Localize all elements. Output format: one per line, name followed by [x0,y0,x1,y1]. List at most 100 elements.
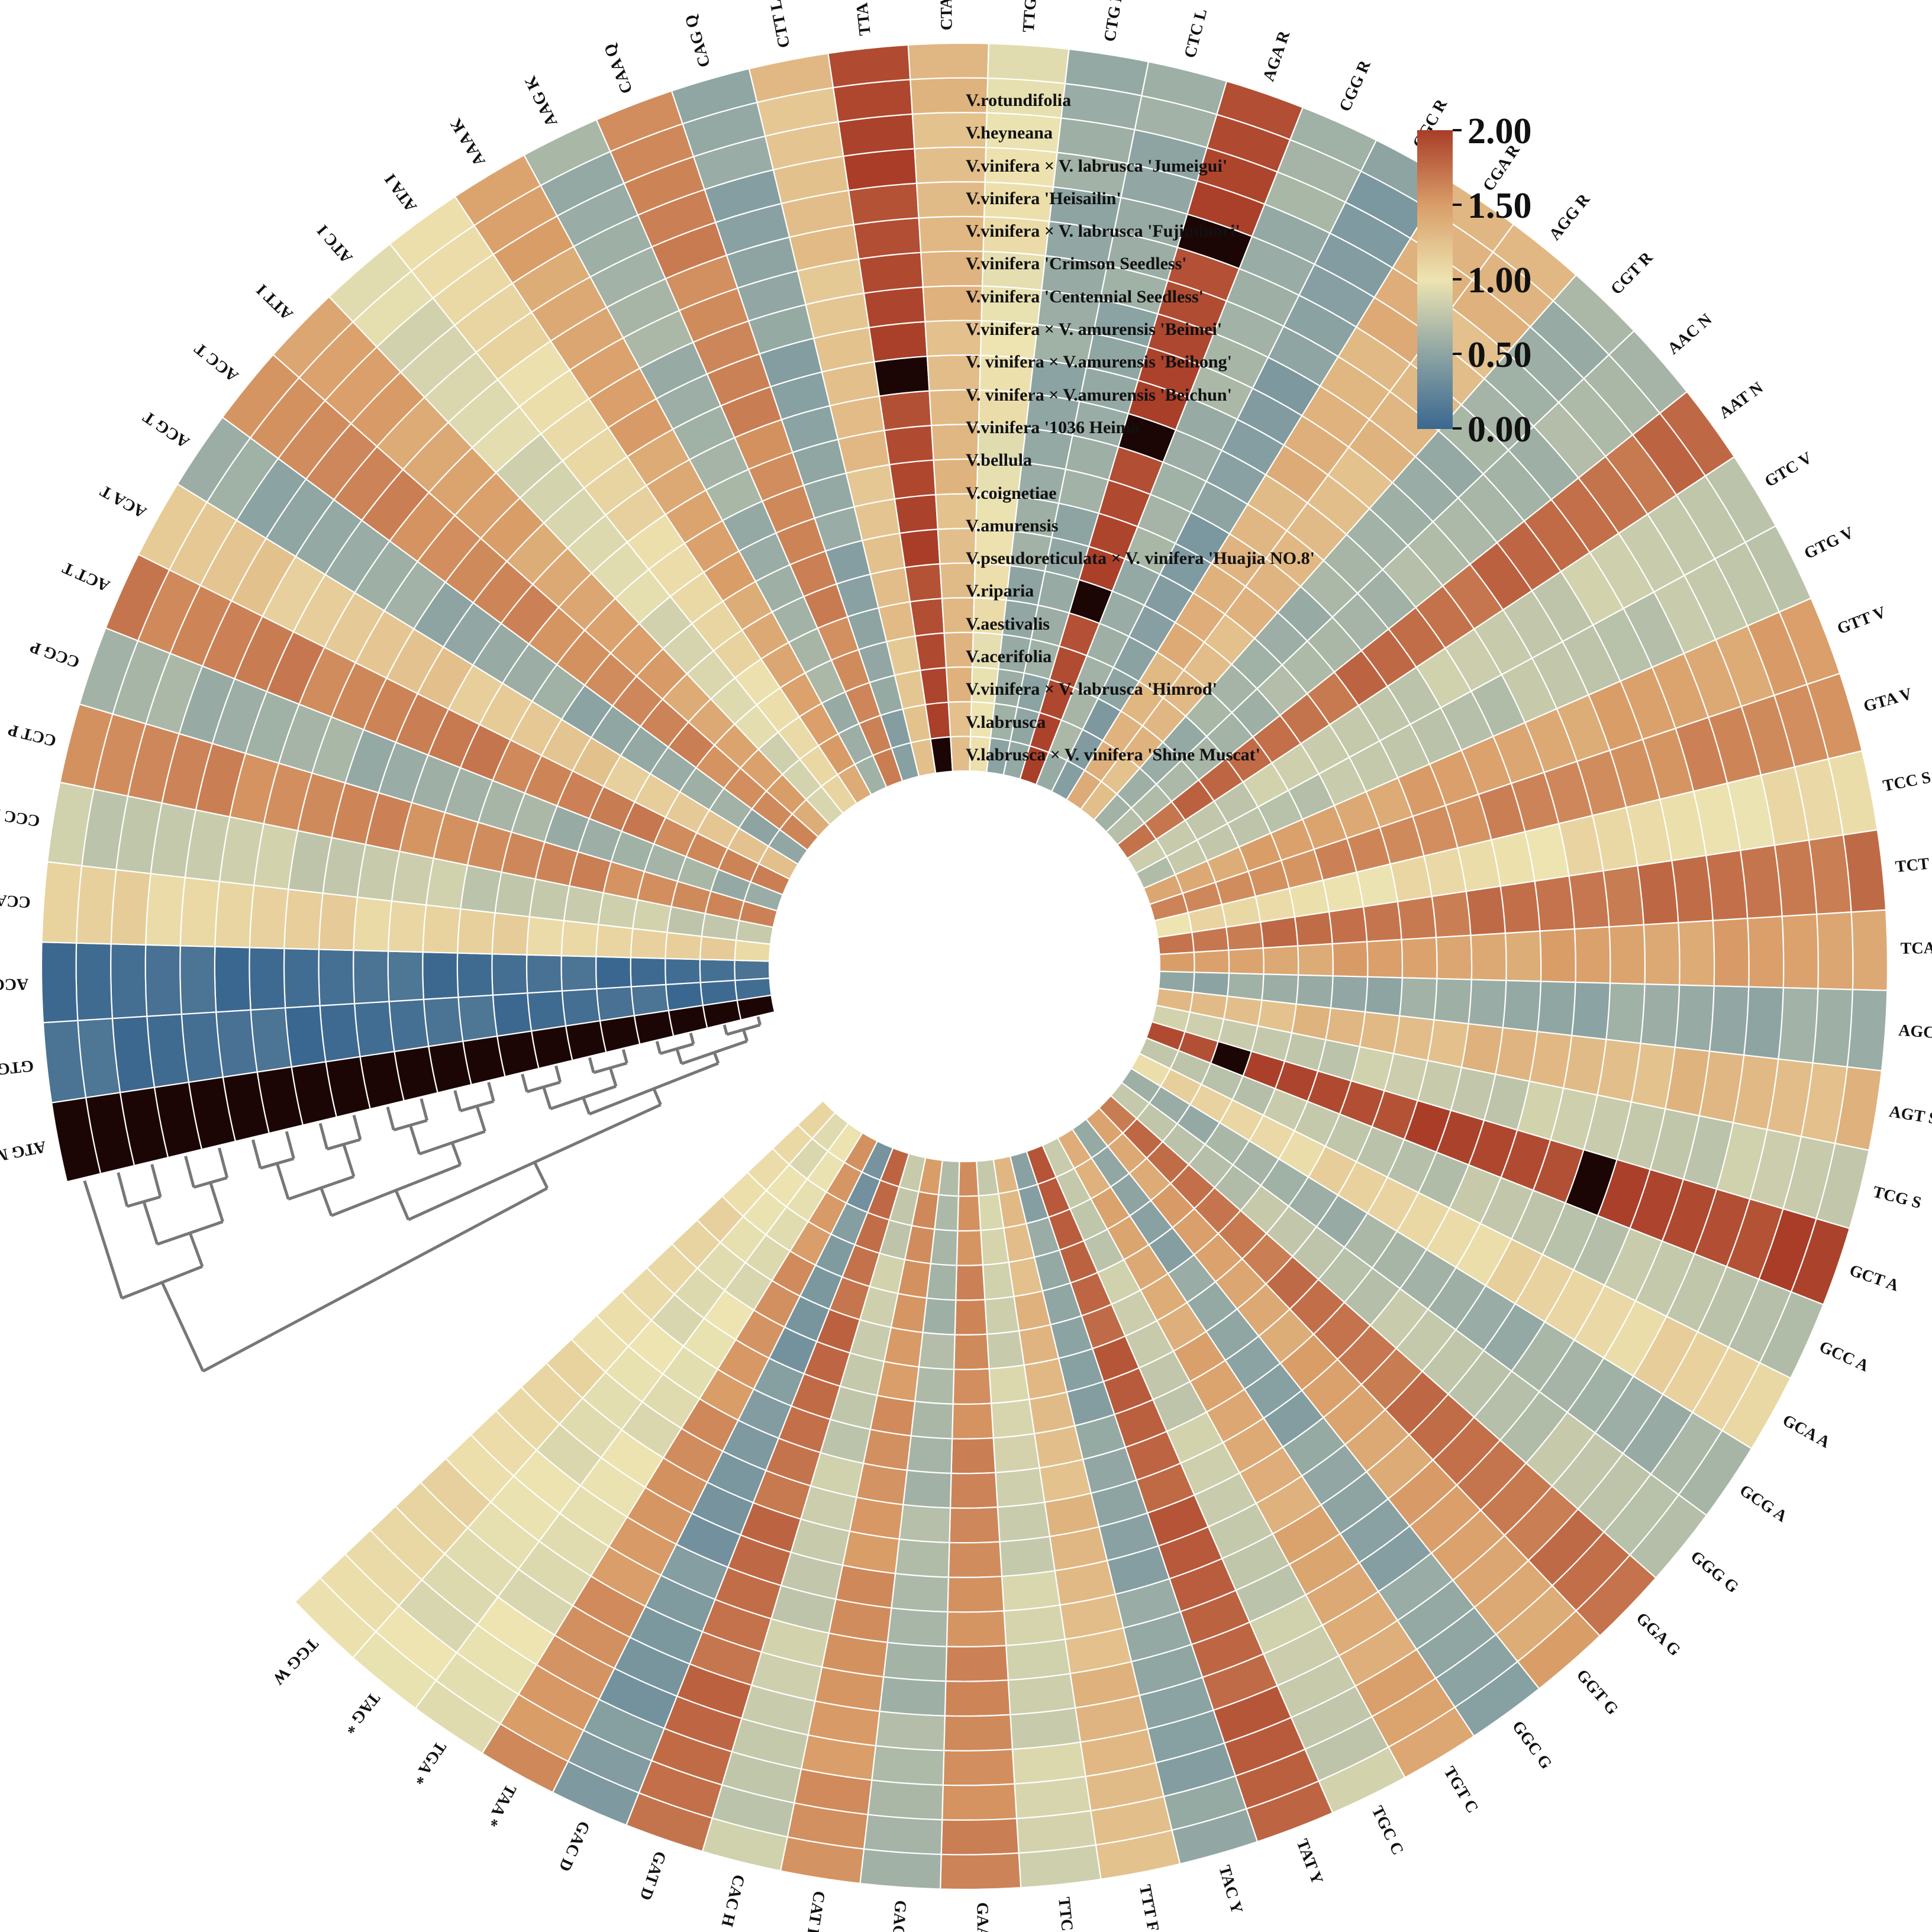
heatmap-cell [980,1227,1010,1266]
heatmap-cell [957,1195,982,1232]
heatmap-cell [949,1506,1001,1544]
codon-label: GGG G [1687,1547,1742,1596]
heatmap-cell [914,1366,955,1405]
dendrogram-branch [621,1049,628,1064]
codon-label: ACG T [140,407,193,451]
heatmap-cell [595,956,632,990]
dendrogram-branch [723,1024,728,1035]
dendrogram-branch [121,1265,203,1300]
heatmap-cell [1159,952,1195,973]
heatmap-cell [1330,975,1369,1013]
heatmap-cell [941,1783,1018,1821]
species-label: V.vinifera 'Heisailin' [966,188,1121,208]
dendrogram-branch [712,1052,720,1064]
codon-label: TTT F [1136,1883,1163,1932]
heatmap-cell [1193,949,1230,974]
species-label: V.labrusca [966,712,1046,732]
heatmap-cell [491,953,528,996]
heatmap-cell [1294,911,1333,947]
dendrogram-branch [608,1067,618,1087]
heatmap-cell [630,927,668,959]
heatmap-cell [1640,983,1681,1049]
dendrogram-branch [386,1107,395,1131]
heatmap-cell [902,1469,952,1509]
heatmap-cell [947,1541,1003,1578]
heatmap-cell [1573,926,1611,984]
heatmap-cell [984,1295,1020,1335]
dendrogram-branch [588,1057,595,1073]
codon-label: GTC V [1762,449,1815,491]
heatmap-cell [318,949,356,1007]
heatmap-cell [353,949,390,1005]
heatmap-cell [75,942,113,1021]
heatmap-cell [1364,976,1403,1017]
heatmap-cell [1295,974,1334,1009]
codon-label: TGC C [1367,1803,1407,1858]
dendrogram-branch [589,1062,719,1116]
heatmap-cell [909,598,945,637]
heatmap-cell [630,983,670,1017]
codon-label: TGT C [1440,1763,1482,1817]
heatmap-cell [943,1714,1014,1752]
heatmap-cell [699,959,736,983]
dendrogram-branch [521,1073,528,1092]
codon-label: CCG P [28,637,82,671]
dendrogram-branch [420,1098,429,1121]
color-scale-ticks [1453,129,1462,430]
dendrogram-branch [655,1041,662,1054]
dendrogram-branch [251,1139,262,1169]
codon-label: ATA I [381,170,421,215]
species-label: V.rotundifolia [966,91,1072,110]
heatmap-cell [249,884,289,950]
heatmap-cell [1674,984,1715,1052]
species-label: V.vinifera 'Crimson Seedless' [966,254,1187,274]
dendrogram-branch [142,1201,159,1245]
dendrogram-branch [475,1105,486,1132]
heatmap-cell [596,986,636,1022]
species-label: V.vinifera 'Centennial Seedless' [966,286,1204,307]
heatmap-cell [1227,972,1265,1001]
heatmap-cell [918,1331,956,1370]
heatmap-cell [1605,982,1646,1044]
codon-label: GTG M [0,1056,35,1080]
heatmap-cell [1465,885,1507,936]
heatmap-cell [999,1536,1056,1578]
heatmap-cell [1401,937,1438,980]
heatmap-cell [1433,978,1472,1025]
heatmap-cell [526,916,565,957]
color-scale-bar [1417,130,1453,429]
heatmap-cell [665,982,704,1012]
codon-label: CTG L [1101,0,1127,43]
codon-label: AGT S [1888,1102,1932,1128]
heatmap-cell [1431,891,1472,938]
heatmap-cell [1191,926,1230,953]
codon-label: CTT L [766,0,794,49]
heatmap-cell [952,1367,992,1405]
heatmap-cell [1502,979,1542,1033]
heatmap-cell [145,873,186,947]
codon-label: TCG S [1871,1183,1923,1212]
codon-label: CTC L [1181,7,1211,60]
codon-label: CGT R [1607,248,1657,298]
species-label: V.vinifera '1036 Heimo' [966,417,1144,437]
dendrogram-branch [352,1114,362,1140]
heatmap-cell [946,1610,1007,1648]
codon-label: ACC T [191,339,242,385]
species-label: V. vinifera × V.amurensis 'Beihong' [966,352,1232,372]
codon-label: GCA A [1779,1411,1833,1452]
heatmap-sectors [40,42,1889,1891]
dendrogram-branch [202,1186,549,1373]
heatmap-cell [1671,854,1714,924]
heatmap-cell [947,1575,1005,1613]
heatmap-cell [1747,915,1785,989]
codon-label: ATC I [314,221,357,267]
heatmap-cell [867,1779,944,1821]
species-dendrogram [83,1016,762,1373]
heatmap-cell [1712,917,1750,988]
codon-label: CCT P [6,720,58,750]
heatmap-cell [283,888,324,950]
codon-label: CGG R [1336,57,1375,114]
heatmap-cell [1743,986,1784,1060]
heatmap-cell [1643,922,1681,986]
heatmap-cell [284,1005,327,1068]
